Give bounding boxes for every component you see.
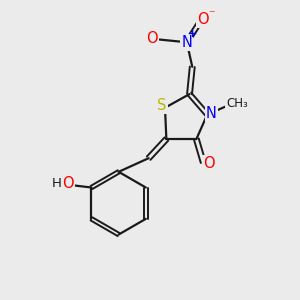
- Text: S: S: [157, 98, 166, 113]
- Text: O: O: [197, 12, 209, 27]
- Text: ⁻: ⁻: [208, 8, 215, 22]
- Text: N: N: [206, 106, 217, 121]
- Text: H: H: [52, 177, 62, 190]
- Text: O: O: [146, 31, 158, 46]
- Text: O: O: [62, 176, 74, 191]
- Text: +: +: [188, 28, 197, 38]
- Text: CH₃: CH₃: [226, 97, 248, 110]
- Text: O: O: [203, 156, 215, 171]
- Text: N: N: [182, 35, 192, 50]
